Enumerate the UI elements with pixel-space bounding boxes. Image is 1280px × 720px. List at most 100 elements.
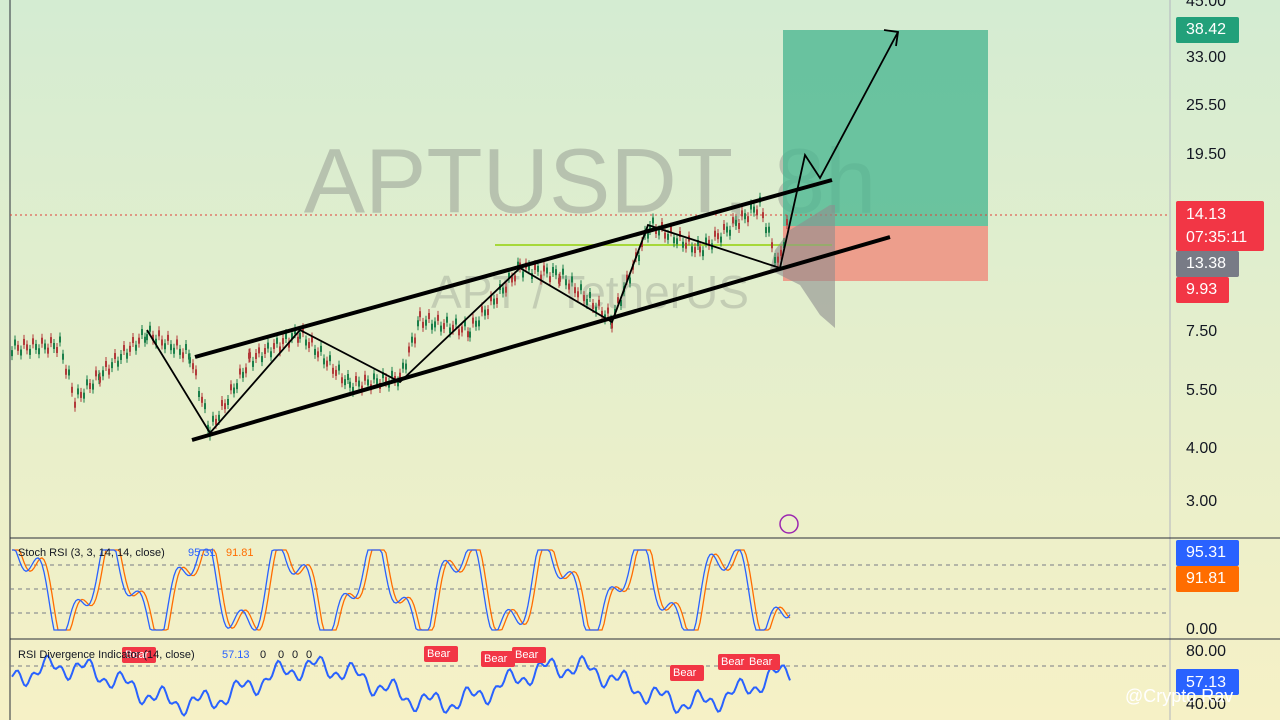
candle-body	[291, 333, 293, 340]
candle-body	[505, 286, 507, 293]
candle-body	[574, 287, 576, 294]
candle-body	[71, 386, 73, 393]
candle-body	[399, 372, 401, 379]
candle-body	[768, 226, 770, 233]
candle-body	[670, 226, 672, 233]
rsi-line	[11, 654, 791, 717]
candle-body	[99, 376, 101, 383]
bear-signal-box	[512, 647, 546, 663]
candle-body	[77, 388, 79, 395]
candle-body	[74, 401, 76, 408]
candle-body	[783, 241, 785, 248]
candle-body	[472, 317, 474, 324]
candle-body	[478, 320, 480, 327]
rsi-tick: 80.00	[1186, 643, 1226, 660]
candle-body	[308, 342, 310, 349]
bear-signal-box	[424, 646, 458, 662]
candle-body	[726, 226, 728, 233]
candle-body	[120, 353, 122, 360]
candle-body	[185, 344, 187, 351]
candle-body	[11, 350, 13, 357]
candle-body	[189, 357, 191, 364]
candle-body	[65, 368, 67, 375]
candle-body	[179, 348, 181, 355]
candle-body	[385, 377, 387, 384]
candle-body	[586, 298, 588, 305]
candle-body	[661, 222, 663, 229]
candle-body	[195, 369, 197, 376]
candle-body	[511, 276, 513, 283]
candle-body	[428, 313, 430, 320]
candle-body	[699, 246, 701, 253]
candle-body	[592, 302, 594, 309]
candle-body	[188, 353, 190, 360]
candle-body	[458, 329, 460, 336]
candle-body	[176, 339, 178, 346]
candle-body	[92, 383, 94, 390]
candle-body	[317, 351, 319, 358]
candle-body	[705, 237, 707, 244]
candle-body	[264, 348, 266, 355]
bear-signal: Bear	[721, 656, 745, 668]
stoch-tick: 0.00	[1186, 621, 1217, 638]
candle-body	[376, 378, 378, 385]
candle-body	[68, 369, 70, 376]
candle-body	[786, 219, 788, 226]
candle-body	[461, 326, 463, 333]
stoch-d-tag	[1176, 566, 1239, 592]
candle-body	[344, 379, 346, 386]
event-icon	[779, 514, 799, 534]
bear-signal-box	[746, 654, 780, 670]
rsi-tag-value: 57.13	[1186, 674, 1226, 691]
candle-body	[655, 228, 657, 235]
candle-body	[114, 353, 116, 360]
candle-body	[543, 265, 545, 272]
candle-body	[23, 338, 25, 345]
price-tick: 3.00	[1186, 493, 1217, 510]
candle-body	[580, 284, 582, 291]
candle-body	[443, 323, 445, 330]
candle-body	[132, 337, 134, 344]
candle-body	[282, 338, 284, 345]
candle-body	[568, 283, 570, 290]
candle-body	[152, 334, 154, 341]
channel-bottom	[191, 235, 891, 442]
stoch-d-value: 91.81	[1186, 570, 1226, 587]
candle-body	[20, 349, 22, 356]
candle-body	[753, 206, 755, 213]
candle-body	[714, 230, 716, 237]
candle-body	[126, 352, 128, 359]
candle-body	[475, 320, 477, 327]
candle-body	[164, 343, 166, 350]
rsi-tag	[1176, 669, 1239, 695]
candle-body	[230, 384, 232, 391]
candle-body	[756, 209, 758, 216]
candle-body	[652, 217, 654, 224]
candle-body	[664, 232, 666, 239]
bear-signal: Bear	[515, 649, 539, 661]
candle-body	[95, 370, 97, 377]
candle-body	[117, 360, 119, 367]
candle-body	[414, 337, 416, 344]
candle-body	[261, 356, 263, 363]
candle-body	[562, 268, 564, 275]
rsi-tick: 40.00	[1186, 696, 1226, 713]
candle-body	[738, 222, 740, 229]
bear-signal: Bear	[427, 648, 451, 660]
candle-body	[685, 242, 687, 249]
stoch-k-tag	[1176, 540, 1239, 566]
candle-body	[367, 379, 369, 386]
candle-body	[198, 391, 200, 398]
candle-body	[750, 203, 752, 210]
candle-body	[44, 343, 46, 350]
candle-body	[528, 264, 530, 271]
candle-body	[431, 323, 433, 330]
bear-signal-box	[122, 647, 156, 663]
candle-body	[32, 338, 34, 345]
bear-signal: Bear	[749, 656, 773, 668]
candle-body	[149, 325, 151, 332]
candle-body	[481, 306, 483, 313]
candle-body	[455, 318, 457, 325]
